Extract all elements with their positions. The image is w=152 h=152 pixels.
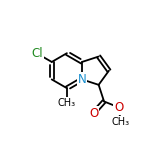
Text: O: O: [114, 101, 123, 114]
Text: CH₃: CH₃: [112, 117, 130, 127]
Text: CH₃: CH₃: [58, 98, 76, 108]
Text: Cl: Cl: [32, 47, 43, 60]
Text: N: N: [78, 73, 86, 86]
Text: O: O: [89, 107, 98, 120]
